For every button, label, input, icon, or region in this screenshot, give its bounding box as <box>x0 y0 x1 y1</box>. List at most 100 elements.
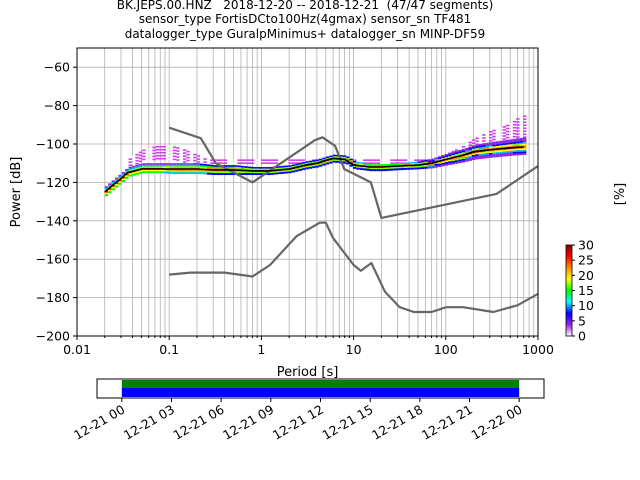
ppsd-cell <box>125 175 129 178</box>
ppsd-cell <box>159 145 163 148</box>
ppsd-cell <box>522 148 527 151</box>
ppsd-cell <box>104 187 109 190</box>
ppsd-cell <box>352 159 357 161</box>
ppsd-cell <box>451 162 455 165</box>
ppsd-cell <box>176 147 180 149</box>
ppsd-cell <box>281 159 285 161</box>
ppsd-cell <box>492 155 496 158</box>
ppsd-cell <box>155 171 160 174</box>
ppsd-cell <box>199 156 204 159</box>
ppsd-cell <box>509 145 513 148</box>
ppsd-cell <box>169 145 173 148</box>
ppsd-cell <box>444 157 449 160</box>
ppsd-cell <box>359 163 364 166</box>
ppsd-cell <box>138 163 143 166</box>
x-tick-label: 0.01 <box>63 342 91 357</box>
ppsd-cell <box>373 169 377 172</box>
time-tick-label: 12-21 06 <box>170 402 226 443</box>
ppsd-cell <box>397 168 401 171</box>
ppsd-cell <box>223 173 228 176</box>
ppsd-cell <box>502 132 506 134</box>
ppsd-cell <box>444 163 449 166</box>
ppsd-cell <box>441 162 445 165</box>
ppsd-cell <box>152 158 156 161</box>
ppsd-cell <box>397 163 401 166</box>
ppsd-cell <box>431 160 435 162</box>
ppsd-cell <box>420 165 425 168</box>
ppsd-cell <box>386 162 391 164</box>
ppsd-cell <box>369 169 374 172</box>
ppsd-cell <box>281 170 285 173</box>
ppsd-cell <box>159 163 163 166</box>
ppsd-cell <box>502 148 506 151</box>
ppsd-cell <box>318 158 323 161</box>
ppsd-cell <box>216 166 221 169</box>
ppsd-cell <box>512 153 517 156</box>
ppsd-cell <box>162 154 166 157</box>
ppsd-cell <box>213 165 217 168</box>
ppsd-cell <box>403 167 408 170</box>
ppsd-cell <box>380 164 384 167</box>
ppsd-cell <box>318 163 323 166</box>
ppsd-cell <box>454 154 459 156</box>
ppsd-cell <box>176 163 180 166</box>
ppsd-cell <box>233 165 238 168</box>
ppsd-cell <box>284 162 289 164</box>
ppsd-cell <box>315 161 319 163</box>
ppsd-cell <box>142 158 146 161</box>
ppsd-cell <box>522 145 527 148</box>
ppsd-cell <box>244 171 248 174</box>
ppsd-cell <box>332 159 336 162</box>
colorbar-tick-label: 15 <box>578 283 594 298</box>
ppsd-cell <box>386 159 391 161</box>
ppsd-cell <box>138 154 143 157</box>
ppsd-cell <box>250 173 255 176</box>
ppsd-cell <box>108 183 112 186</box>
ppsd-cell <box>516 124 520 126</box>
ppsd-cell <box>516 148 520 151</box>
ppsd-cell <box>247 168 251 171</box>
ppsd-cell <box>159 166 163 169</box>
ppsd-cell <box>437 157 442 160</box>
ppsd-cell <box>244 173 248 176</box>
ppsd-cell <box>499 140 503 143</box>
ppsd-cell <box>182 166 187 169</box>
colorbar-tick-label: 20 <box>578 268 594 283</box>
ppsd-cell <box>475 154 479 157</box>
ppsd-cell <box>461 150 466 153</box>
ppsd-cell <box>114 182 119 185</box>
ppsd-cell <box>448 163 452 166</box>
ppsd-cell <box>125 173 129 176</box>
ppsd-cell <box>492 129 496 132</box>
ppsd-cell <box>373 162 377 164</box>
ppsd-cell <box>499 130 503 133</box>
ppsd-cell <box>193 163 197 166</box>
ppsd-cell <box>135 162 139 165</box>
ppsd-cell <box>437 163 442 166</box>
ppsd-cell <box>325 162 330 165</box>
ppsd-cell <box>199 170 204 173</box>
ppsd-cell <box>176 172 180 175</box>
ppsd-cell <box>206 162 211 164</box>
ppsd-cell <box>339 155 343 157</box>
ppsd-cell <box>278 167 282 170</box>
ppsd-cell <box>288 159 292 161</box>
ppsd-cell <box>492 149 496 152</box>
ppsd-cell <box>254 173 258 176</box>
ppsd-cell <box>356 163 360 166</box>
ppsd-cell <box>206 167 211 170</box>
ppsd-cell <box>502 140 506 143</box>
ppsd-cell <box>237 167 241 169</box>
ppsd-cell <box>369 164 374 167</box>
ppsd-cell <box>186 156 190 159</box>
ppsd-cell <box>495 153 500 156</box>
ppsd-cell <box>138 167 143 170</box>
ppsd-cell <box>142 166 146 169</box>
ppsd-cell <box>417 167 421 170</box>
ppsd-cell <box>233 162 238 164</box>
ppsd-cell <box>172 172 177 175</box>
ppsd-cell <box>230 162 234 164</box>
chart-title-line-2: sensor_type FortisDCto100Hz(4gmax) senso… <box>138 12 472 26</box>
ppsd-cell <box>488 143 493 146</box>
ppsd-cell <box>519 134 523 137</box>
